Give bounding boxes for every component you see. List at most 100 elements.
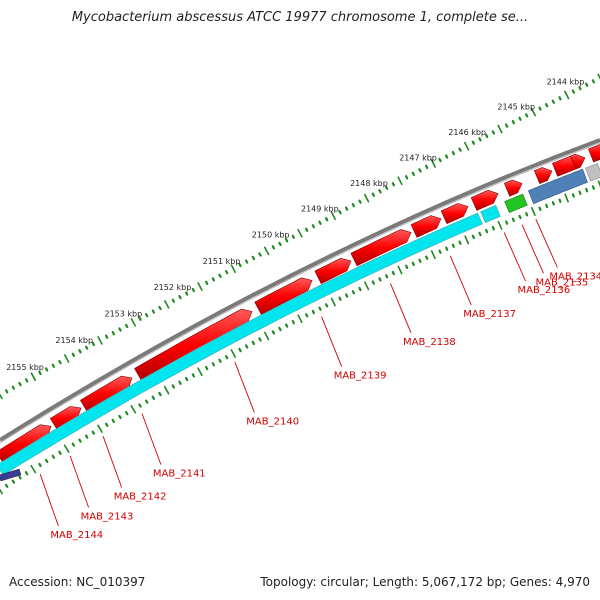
rna-feature[interactable]: [504, 193, 528, 213]
major-tick: [430, 250, 436, 260]
minor-tick: [191, 373, 195, 378]
gene-arrow[interactable]: [410, 215, 442, 238]
minor-tick: [325, 303, 329, 308]
minor-tick: [218, 273, 222, 278]
genome-stats: Topology: circular; Length: 5,067,172 bp…: [260, 575, 590, 589]
major-tick: [0, 488, 3, 495]
gene-label[interactable]: MAB_2142: [114, 492, 167, 503]
gene-arrow[interactable]: [588, 144, 600, 163]
minor-tick: [358, 286, 362, 292]
gene-label[interactable]: MAB_2139: [334, 371, 387, 382]
gene-label[interactable]: MAB_2134: [549, 272, 600, 283]
minor-tick: [185, 376, 189, 382]
minor-tick: [104, 334, 109, 339]
minor-tick: [338, 296, 342, 301]
minor-tick: [185, 291, 189, 296]
minor-tick: [385, 274, 389, 279]
gene-callout-line: [102, 436, 123, 488]
minor-tick: [4, 483, 9, 488]
gene-label[interactable]: MAB_2141: [153, 469, 206, 480]
minor-tick: [111, 418, 116, 423]
misc-feature[interactable]: [585, 163, 600, 182]
minor-tick: [585, 187, 589, 193]
kbp-tick-label: 2154 kbp: [55, 336, 93, 345]
major-tick: [330, 297, 336, 307]
minor-tick: [391, 182, 395, 187]
minor-tick: [318, 306, 322, 311]
minor-tick: [124, 323, 129, 329]
cds-band[interactable]: [480, 204, 501, 224]
kbp-tick-label: 2155 kbp: [6, 363, 44, 372]
misc-feature[interactable]: [0, 468, 22, 482]
cds-track[interactable]: [0, 163, 600, 482]
gene-arrow[interactable]: [533, 167, 553, 184]
minor-tick: [285, 323, 289, 328]
minor-tick: [545, 203, 549, 209]
gene-arrow[interactable]: [570, 153, 586, 170]
gene-label[interactable]: MAB_2143: [81, 512, 134, 523]
minor-tick: [425, 164, 429, 170]
major-tick: [130, 317, 136, 327]
gene-label[interactable]: MAB_2137: [463, 309, 516, 320]
minor-tick: [544, 102, 549, 108]
minor-tick: [211, 277, 215, 282]
gene-arrow[interactable]: [134, 308, 253, 382]
minor-tick: [471, 234, 475, 240]
misc-feature[interactable]: [528, 168, 588, 205]
minor-tick: [378, 189, 382, 194]
minor-tick: [511, 217, 515, 222]
gene-label[interactable]: MAB_2144: [50, 530, 103, 541]
minor-tick: [84, 434, 89, 439]
major-tick: [564, 193, 569, 203]
minor-tick: [11, 479, 16, 484]
major-tick: [597, 73, 600, 80]
minor-tick: [591, 185, 595, 190]
gene-arrow[interactable]: [254, 277, 313, 315]
gene-arrow[interactable]: [470, 189, 499, 211]
gene-label[interactable]: MAB_2140: [246, 416, 299, 427]
gene-callout-line: [321, 316, 343, 367]
gene-callout-line: [69, 455, 90, 508]
minor-tick: [205, 280, 209, 285]
minor-tick: [225, 270, 229, 275]
minor-tick: [245, 344, 249, 349]
minor-tick: [78, 438, 82, 443]
gene-arrow[interactable]: [350, 229, 412, 267]
minor-tick: [471, 140, 475, 145]
minor-tick: [18, 381, 22, 387]
minor-tick: [458, 240, 462, 245]
gene-arrow[interactable]: [440, 203, 469, 225]
gene-arrow[interactable]: [314, 257, 352, 285]
gene-arrow[interactable]: [552, 155, 576, 177]
minor-tick: [24, 471, 29, 476]
minor-tick: [238, 262, 242, 268]
minor-tick: [558, 96, 562, 101]
minor-tick: [551, 201, 555, 206]
minor-tick: [305, 313, 309, 318]
minor-tick: [285, 238, 289, 243]
minor-tick: [205, 365, 209, 371]
kbp-tick-label: 2147 kbp: [399, 153, 437, 162]
cds-band[interactable]: [0, 212, 483, 476]
minor-tick: [278, 241, 282, 246]
gene-arrow[interactable]: [503, 179, 523, 197]
major-tick: [364, 281, 370, 291]
minor-tick: [411, 261, 415, 266]
minor-tick: [124, 411, 129, 416]
major-tick: [230, 349, 236, 358]
kbp-tick-label: 2150 kbp: [252, 231, 290, 240]
minor-tick: [345, 293, 349, 298]
minor-tick: [278, 326, 282, 332]
major-tick: [97, 424, 103, 434]
minor-tick: [38, 462, 42, 468]
gene-label[interactable]: MAB_2138: [403, 337, 456, 348]
minor-tick: [478, 231, 482, 237]
gene-label[interactable]: MAB_2136: [518, 285, 571, 296]
minor-tick: [91, 341, 96, 347]
major-tick: [197, 282, 203, 291]
backbone-highlight: [0, 142, 600, 444]
gene-label[interactable]: MAB_2135: [536, 277, 589, 288]
gene-track[interactable]: [0, 144, 600, 465]
minor-tick: [271, 245, 275, 250]
